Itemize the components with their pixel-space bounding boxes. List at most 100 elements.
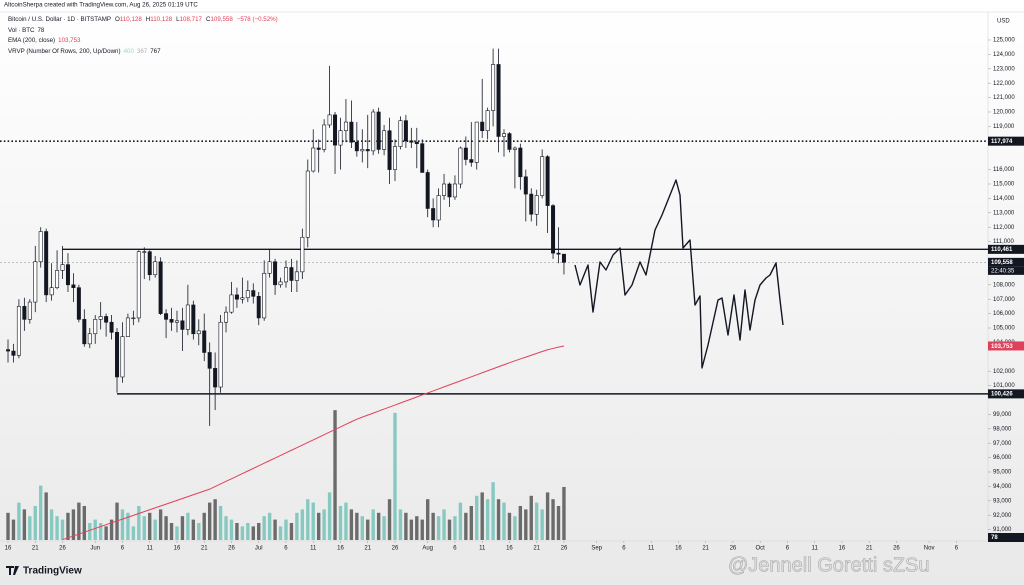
- x-tick-label: 16: [839, 546, 846, 552]
- candle-body: [38, 231, 43, 263]
- candle-body: [376, 111, 381, 150]
- volume-bar: [333, 410, 337, 540]
- volume-bar: [447, 519, 452, 540]
- candle-body: [469, 159, 474, 163]
- currency: USD: [997, 19, 1010, 25]
- volume-bar: [55, 516, 59, 540]
- indicator-value: 400: [124, 48, 135, 55]
- candle-body: [561, 253, 566, 263]
- volume-bar: [338, 506, 343, 540]
- candle-body: [16, 306, 21, 356]
- candle-body: [496, 64, 501, 137]
- candle-body: [442, 183, 447, 196]
- volume-bar: [360, 516, 364, 540]
- candle-body: [447, 183, 452, 198]
- candle-body: [452, 183, 457, 198]
- volume-bar: [235, 523, 239, 540]
- readout-value: 110,128: [120, 16, 142, 23]
- price-label-box: [988, 257, 1024, 267]
- candle-body: [142, 251, 147, 253]
- candle-body: [540, 156, 545, 196]
- volume-bar: [458, 502, 463, 540]
- candle-body: [534, 195, 539, 215]
- volume-bar: [17, 502, 21, 540]
- volume-bar: [485, 499, 490, 540]
- ema-line: [62, 345, 565, 541]
- candle-body: [191, 304, 196, 335]
- price-label-box: [988, 136, 1024, 146]
- y-tick-label: 115,000: [993, 182, 1015, 188]
- volume-bar: [251, 526, 255, 540]
- volume-bar: [387, 499, 392, 540]
- volume-bar: [415, 516, 419, 540]
- candle-body: [158, 261, 163, 314]
- candle-body: [414, 141, 419, 144]
- y-tick-label: 102,000: [993, 369, 1015, 375]
- x-tick-label: Jul: [255, 546, 263, 552]
- volume-bar: [39, 485, 43, 540]
- y-tick-label: 111,000: [993, 239, 1014, 245]
- candle-body: [322, 124, 327, 150]
- indicator-name: VRVP (Number Of Rows, 200, Up/Down): [8, 48, 121, 55]
- volume-bar: [404, 512, 408, 540]
- x-tick-label: 16: [506, 546, 513, 552]
- volume-bar: [496, 499, 501, 540]
- candle-body: [393, 146, 397, 170]
- candle-body: [387, 130, 392, 170]
- candle-body: [289, 267, 294, 281]
- candle-body: [360, 149, 365, 152]
- y-tick-label: 123,000: [993, 66, 1015, 72]
- volume-bar: [104, 526, 108, 540]
- x-tick-label: 26: [228, 546, 235, 552]
- candle-body: [333, 114, 338, 146]
- y-tick-label: 119,000: [993, 124, 1015, 130]
- volume-bar: [355, 512, 359, 540]
- volume-bar: [98, 523, 103, 540]
- volume-bar: [224, 516, 228, 540]
- volume-bar: [77, 502, 81, 540]
- ema-line: EMA (200, close) 103,753: [8, 37, 81, 44]
- candle-body: [76, 287, 81, 320]
- x-tick-label: 11: [479, 546, 486, 552]
- volume-bar: [518, 506, 523, 540]
- candle-body: [109, 321, 114, 333]
- x-tick-label: 6: [622, 546, 626, 552]
- y-tick-label: 116,000: [993, 167, 1015, 173]
- volume-bar: [306, 499, 310, 540]
- volume-bar: [426, 499, 430, 540]
- x-tick-label: 16: [675, 546, 682, 552]
- brand-logo: TradingView: [6, 566, 82, 577]
- candle-body: [153, 261, 158, 276]
- credit: AltcoinSherpa created with TradingView.c…: [4, 2, 198, 9]
- candle-body: [60, 264, 65, 271]
- candle-body: [278, 281, 283, 286]
- plot: 91,000 92,000 93,000 94,000 95,000 96,000 97,0…: [0, 38, 1024, 552]
- candle-body: [131, 317, 136, 320]
- volume-bar: [137, 506, 141, 540]
- candle-body: [425, 172, 430, 209]
- volume-bar: [218, 506, 223, 540]
- candle-body: [6, 349, 11, 352]
- volume-bar: [284, 519, 288, 540]
- x-tick-label: 6: [284, 546, 288, 552]
- x-tick-label: Nov: [924, 546, 935, 552]
- volume-bar: [28, 516, 32, 540]
- volume-bar: [11, 519, 16, 540]
- candle-body: [343, 121, 348, 132]
- x-tick-label: 21: [364, 546, 371, 552]
- candle-body: [164, 313, 169, 320]
- volume-bar: [262, 516, 266, 540]
- indicator-value: 78: [37, 27, 44, 34]
- indicator-value: 767: [150, 48, 161, 55]
- candle-body: [502, 133, 506, 137]
- volume-bar: [562, 486, 566, 540]
- volume-line: Vol · BTC 78: [8, 27, 45, 34]
- volume-bar: [289, 523, 294, 540]
- volume-bar: [349, 509, 354, 540]
- candle-body: [22, 306, 27, 320]
- candle-body: [371, 111, 376, 152]
- x-tick-label: 6: [786, 546, 790, 552]
- candle-body: [398, 120, 403, 147]
- y-tick-label: 122,000: [993, 81, 1015, 87]
